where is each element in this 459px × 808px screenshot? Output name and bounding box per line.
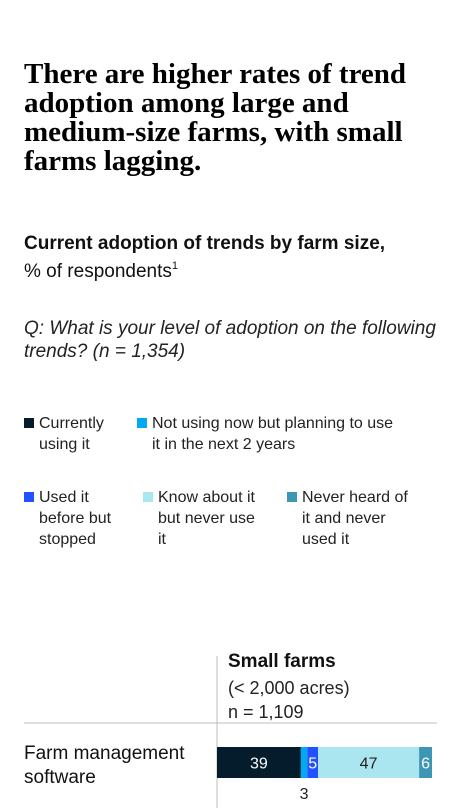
legend-label: Never heard of it and never used it bbox=[302, 489, 408, 548]
legend-swatch-currently-using bbox=[24, 418, 34, 428]
bar-segment bbox=[307, 747, 319, 778]
chart-subtitle: Current adoption of trends by farm size,… bbox=[24, 230, 449, 286]
bar-segment bbox=[419, 747, 432, 778]
data-label: 3 bbox=[300, 786, 309, 803]
survey-question: Q: What is your level of adoption on the… bbox=[24, 318, 436, 362]
legend-swatch-used-before bbox=[24, 492, 34, 502]
bar-segment bbox=[318, 747, 420, 778]
data-label: 5 bbox=[308, 756, 317, 773]
panel-subtitle-n: n = 1,109 bbox=[228, 702, 304, 722]
legend-swatch-know-never-use bbox=[143, 492, 153, 502]
legend-label: Know about it but never use it bbox=[158, 489, 255, 548]
legend-item-used-before: Used it before but stopped bbox=[24, 487, 129, 550]
panel-subtitle-acres: (< 2,000 acres) bbox=[228, 678, 350, 698]
legend-label: Currently using it bbox=[39, 415, 104, 453]
legend-label: Not using now but planning to use it in … bbox=[152, 415, 394, 453]
legend-label: Used it before but stopped bbox=[39, 489, 112, 548]
data-label: 39 bbox=[250, 756, 268, 773]
legend-swatch-never-heard bbox=[287, 492, 297, 502]
bar-segment bbox=[217, 747, 301, 778]
bars-group: Farm management software 39 3 5 47 6 bbox=[24, 743, 432, 803]
headline: There are higher rates of trend adoption… bbox=[24, 58, 407, 177]
panel-title: Small farms bbox=[228, 651, 336, 672]
data-label: 6 bbox=[421, 756, 430, 773]
footnote-mark: 1 bbox=[171, 260, 178, 272]
legend-swatch-planning bbox=[137, 418, 147, 428]
category-label: Farm management software bbox=[24, 743, 185, 788]
legend-item-planning: Not using now but planning to use it in … bbox=[137, 413, 399, 455]
bar-segment bbox=[300, 747, 308, 778]
legend-item-currently-using: Currently using it bbox=[24, 413, 119, 455]
legend-item-never-heard: Never heard of it and never used it bbox=[287, 487, 417, 550]
subtitle-unit: % of respondents bbox=[24, 261, 172, 282]
legend-item-know-never-use: Know about it but never use it bbox=[143, 487, 263, 550]
data-label: 47 bbox=[360, 756, 378, 773]
subtitle-main: Current adoption of trends by farm size, bbox=[24, 233, 386, 254]
